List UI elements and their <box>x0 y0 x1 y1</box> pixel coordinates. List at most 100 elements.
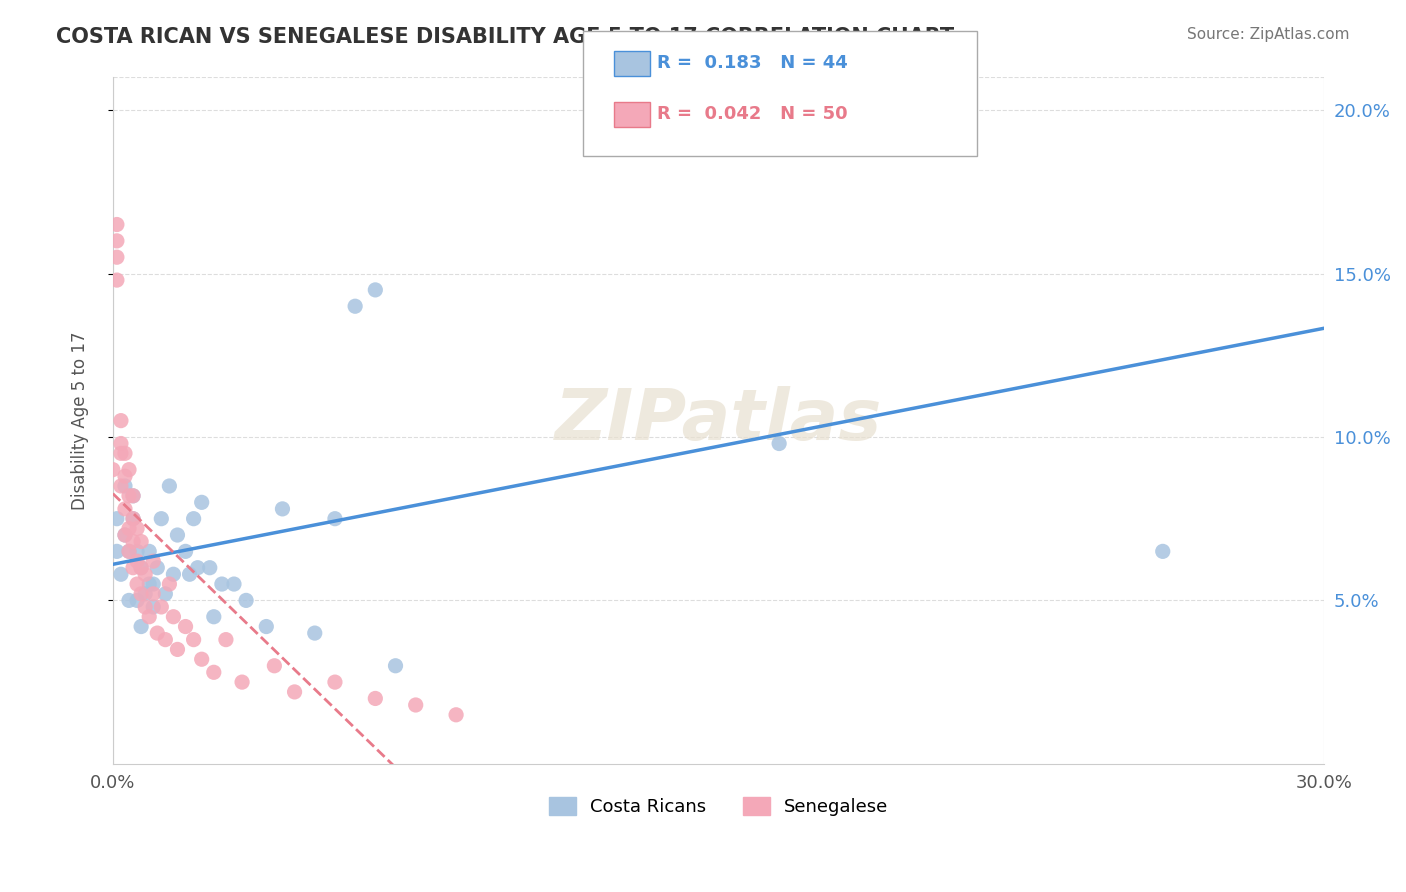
Point <box>146 560 169 574</box>
Point <box>114 479 136 493</box>
Point <box>118 521 141 535</box>
Point <box>162 567 184 582</box>
Point <box>1152 544 1174 558</box>
Point <box>122 489 145 503</box>
Text: R =  0.183   N = 44: R = 0.183 N = 44 <box>657 54 848 72</box>
Point <box>222 577 245 591</box>
Point <box>187 560 209 574</box>
Point <box>138 609 160 624</box>
Point <box>122 489 145 503</box>
Point <box>134 599 156 614</box>
Point <box>174 619 197 633</box>
Legend: Costa Ricans, Senegalese: Costa Ricans, Senegalese <box>541 789 896 823</box>
Point <box>118 593 141 607</box>
Point <box>211 577 233 591</box>
Point <box>323 511 346 525</box>
Point <box>138 544 160 558</box>
Point <box>122 560 145 574</box>
Point <box>125 521 148 535</box>
Point <box>110 567 132 582</box>
Point <box>125 544 148 558</box>
Point <box>174 544 197 558</box>
Point <box>263 658 285 673</box>
Point <box>138 577 160 591</box>
Point <box>162 609 184 624</box>
Point <box>105 511 128 525</box>
Point <box>271 501 294 516</box>
Point <box>110 446 132 460</box>
Point <box>768 436 790 450</box>
Point <box>384 658 406 673</box>
Point <box>183 511 205 525</box>
Point <box>142 599 165 614</box>
Point <box>808 136 831 150</box>
Point <box>114 528 136 542</box>
Point <box>129 560 152 574</box>
Point <box>125 577 148 591</box>
Point <box>114 501 136 516</box>
Point <box>122 511 145 525</box>
Point <box>155 587 177 601</box>
Point <box>166 642 188 657</box>
Text: Source: ZipAtlas.com: Source: ZipAtlas.com <box>1187 27 1350 42</box>
Point <box>166 528 188 542</box>
Point <box>235 593 257 607</box>
Point <box>155 632 177 647</box>
Point <box>105 544 128 558</box>
Point <box>125 554 148 568</box>
Point <box>284 685 307 699</box>
Point <box>114 469 136 483</box>
Point <box>105 250 128 264</box>
Point <box>323 675 346 690</box>
Point <box>105 273 128 287</box>
Point <box>129 560 152 574</box>
Point <box>114 528 136 542</box>
Text: R =  0.042   N = 50: R = 0.042 N = 50 <box>657 105 848 123</box>
Point <box>142 577 165 591</box>
Point <box>105 218 128 232</box>
Point <box>118 463 141 477</box>
Point <box>118 489 141 503</box>
Point <box>198 560 221 574</box>
Point <box>142 587 165 601</box>
Text: ZIPatlas: ZIPatlas <box>555 386 882 455</box>
Point <box>134 587 156 601</box>
Point <box>114 446 136 460</box>
Point <box>202 609 225 624</box>
Point <box>105 234 128 248</box>
Point <box>125 593 148 607</box>
Point <box>122 534 145 549</box>
Point <box>215 632 238 647</box>
Point <box>142 554 165 568</box>
Point <box>190 652 212 666</box>
Point <box>344 299 367 313</box>
Y-axis label: Disability Age 5 to 17: Disability Age 5 to 17 <box>72 332 89 510</box>
Point <box>179 567 201 582</box>
Point <box>364 283 387 297</box>
Point <box>134 567 156 582</box>
Point <box>190 495 212 509</box>
Point <box>405 698 427 712</box>
Point <box>110 414 132 428</box>
Point <box>231 675 253 690</box>
Point <box>129 587 152 601</box>
Point <box>150 511 173 525</box>
Point <box>150 599 173 614</box>
Point <box>364 691 387 706</box>
Point <box>304 626 326 640</box>
Point <box>157 479 180 493</box>
Point <box>183 632 205 647</box>
Point <box>157 577 180 591</box>
Point <box>110 479 132 493</box>
Point <box>101 463 124 477</box>
Point <box>129 619 152 633</box>
Point <box>202 665 225 680</box>
Point <box>110 436 132 450</box>
Point <box>129 534 152 549</box>
Point <box>118 544 141 558</box>
Point <box>146 626 169 640</box>
Point <box>254 619 277 633</box>
Point <box>122 511 145 525</box>
Point <box>444 707 467 722</box>
Text: COSTA RICAN VS SENEGALESE DISABILITY AGE 5 TO 17 CORRELATION CHART: COSTA RICAN VS SENEGALESE DISABILITY AGE… <box>56 27 955 46</box>
